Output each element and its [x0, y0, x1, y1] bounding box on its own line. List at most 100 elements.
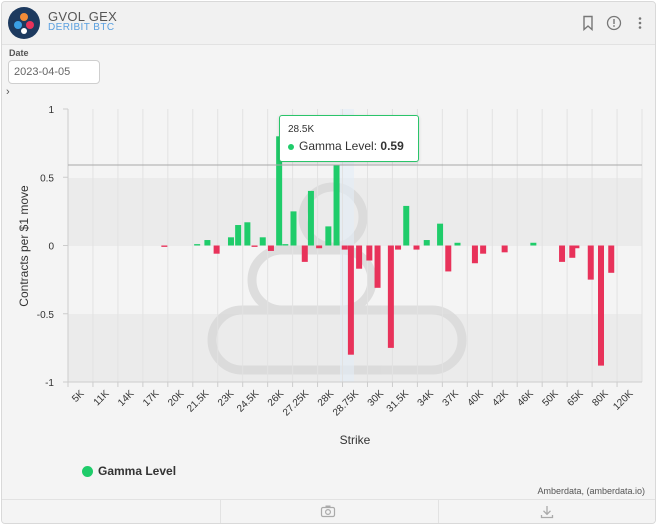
bar-21.5K[interactable]: 21.5K: [244, 222, 251, 246]
x-tick-label: 26K: [266, 388, 287, 409]
bar-19K[interactable]: 19K: [213, 245, 220, 254]
watermark: [207, 182, 467, 375]
info-icon[interactable]: [606, 15, 622, 31]
card-header: GVOL GEX DERIBIT BTC: [2, 2, 655, 45]
bar-34.5K[interactable]: 34.5K: [403, 205, 410, 246]
bar-66K[interactable]: 66K: [587, 245, 594, 280]
bar-27.5K[interactable]: 27.5K: [316, 245, 323, 249]
x-tick-label: 5K: [70, 388, 87, 405]
y-tick-label: 0: [48, 242, 54, 253]
x-tick-label: 11K: [92, 388, 112, 408]
bar-29K[interactable]: 29K: [341, 245, 348, 250]
y-tick-label: -1: [45, 378, 54, 389]
bar-38K[interactable]: 38K: [437, 223, 444, 246]
x-tick-label: 20K: [166, 388, 187, 409]
expander-chevron-icon[interactable]: ›: [6, 86, 10, 98]
x-tick-label: 46K: [515, 388, 536, 409]
legend-dot-icon: [82, 466, 93, 478]
x-tick-label: 28.75K: [331, 388, 361, 418]
date-input[interactable]: [8, 60, 100, 84]
bookmark-icon[interactable]: [580, 15, 596, 32]
bar-44K[interactable]: 44K: [480, 245, 487, 254]
camera-icon[interactable]: [320, 504, 336, 520]
bar-24K[interactable]: 24K: [276, 136, 283, 246]
tooltip-value: 0.59: [380, 139, 404, 153]
bar-62K[interactable]: 62K: [569, 245, 576, 258]
bar-25K[interactable]: 25K: [282, 244, 289, 246]
x-tick-label: 40K: [466, 388, 487, 409]
bar-27K[interactable]: 27K: [307, 190, 314, 246]
bar-21K[interactable]: 21K: [235, 225, 242, 246]
bar-40K[interactable]: 40K: [471, 245, 478, 264]
bar-28K[interactable]: 28K: [325, 226, 332, 246]
x-axis-title: Strike: [340, 433, 371, 447]
x-tick-label: 23K: [216, 388, 237, 409]
x-tick-label: 24.5K: [235, 388, 261, 414]
bar-15.5K[interactable]: 15.5K: [161, 245, 168, 247]
download-icon[interactable]: [539, 504, 555, 520]
bar-23.5K[interactable]: 23.5K: [267, 245, 274, 251]
bar-18.5K[interactable]: 18.5K: [204, 240, 211, 246]
card-subtitle: DERIBIT BTC: [48, 22, 115, 33]
bar-25.5K[interactable]: 25.5K: [290, 211, 297, 246]
bar-22K[interactable]: 22K: [251, 245, 258, 247]
bar-64K[interactable]: 64K: [573, 245, 580, 249]
x-tick-label: 65K: [565, 388, 586, 409]
bars[interactable]: 15.5K17.5K18.5K19K20.5K21K21.5K22K22.5K2…: [161, 136, 615, 366]
x-tick-label: 30K: [366, 388, 387, 409]
card-title: GVOL GEX: [48, 9, 118, 24]
tooltip-category: 28.5K: [288, 124, 315, 135]
bar-17.5K[interactable]: 17.5K: [194, 244, 201, 246]
bar-26.5K[interactable]: 26.5K: [301, 245, 308, 262]
y-tick-label: -0.5: [37, 310, 55, 321]
bar-20.5K[interactable]: 20.5K: [227, 237, 234, 246]
gvol-logo: [8, 7, 40, 39]
date-label: Date: [9, 48, 29, 58]
bar-33K[interactable]: 33K: [387, 245, 394, 348]
bar-30.5K[interactable]: 30.5K: [356, 245, 363, 269]
bar-28.5K[interactable]: 28.5K: [333, 164, 340, 246]
x-tick-label: 80K: [590, 388, 611, 409]
x-tick-label: 21.5K: [185, 388, 211, 414]
tooltip-separator: :: [373, 139, 378, 153]
x-tick-label: 42K: [490, 388, 511, 409]
y-tick-label: 1: [48, 105, 54, 116]
legend-item[interactable]: Gamma Level: [82, 464, 176, 478]
y-axis-ticks: 1 0.5 0 -0.5 -1: [37, 105, 68, 389]
y-axis-title: Contracts per $1 move: [17, 185, 31, 307]
credit-text[interactable]: Amberdata, (amberdata.io): [537, 486, 645, 496]
footer-divider: [438, 500, 439, 523]
legend-label: Gamma Level: [98, 464, 177, 478]
bar-70K[interactable]: 70K: [608, 245, 615, 273]
bar-36K[interactable]: 36K: [423, 240, 430, 246]
bar-60K[interactable]: 60K: [559, 245, 566, 262]
x-tick-label: 37K: [441, 388, 462, 409]
bar-29.5K[interactable]: 29.5K: [347, 245, 354, 355]
tooltip-dot-icon: [288, 143, 294, 150]
tooltip-row: Gamma Level: 0.59: [288, 139, 404, 153]
y-tick-label: 0.5: [40, 173, 54, 184]
bar-39K[interactable]: 39K: [454, 242, 461, 246]
bar-68K[interactable]: 68K: [598, 245, 604, 366]
x-tick-label: 31.5K: [385, 388, 411, 414]
x-tick-label: 120K: [611, 388, 636, 413]
x-tick-label: 17K: [141, 388, 162, 409]
x-tick-label: 34K: [416, 388, 437, 409]
bar-48K[interactable]: 48K: [501, 245, 508, 253]
bar-33.5K[interactable]: 33.5K: [395, 245, 402, 250]
bar-55K[interactable]: 55K: [530, 242, 537, 246]
x-tick-label: 50K: [540, 388, 561, 409]
x-tick-label: 28K: [316, 388, 337, 409]
bar-35K[interactable]: 35K: [413, 245, 420, 250]
chart-tooltip: 28.5K Gamma Level: 0.59: [279, 115, 419, 162]
more-vert-icon[interactable]: [632, 15, 648, 31]
bar-38.5K[interactable]: 38.5K: [445, 245, 452, 272]
tooltip-series: Gamma Level: [299, 139, 374, 153]
bar-22.5K[interactable]: 22.5K: [259, 237, 266, 246]
logo-mark-icon: [14, 13, 34, 34]
footer-divider: [220, 500, 221, 523]
bar-32K[interactable]: 32K: [374, 245, 381, 288]
bar-31K[interactable]: 31K: [366, 245, 373, 261]
